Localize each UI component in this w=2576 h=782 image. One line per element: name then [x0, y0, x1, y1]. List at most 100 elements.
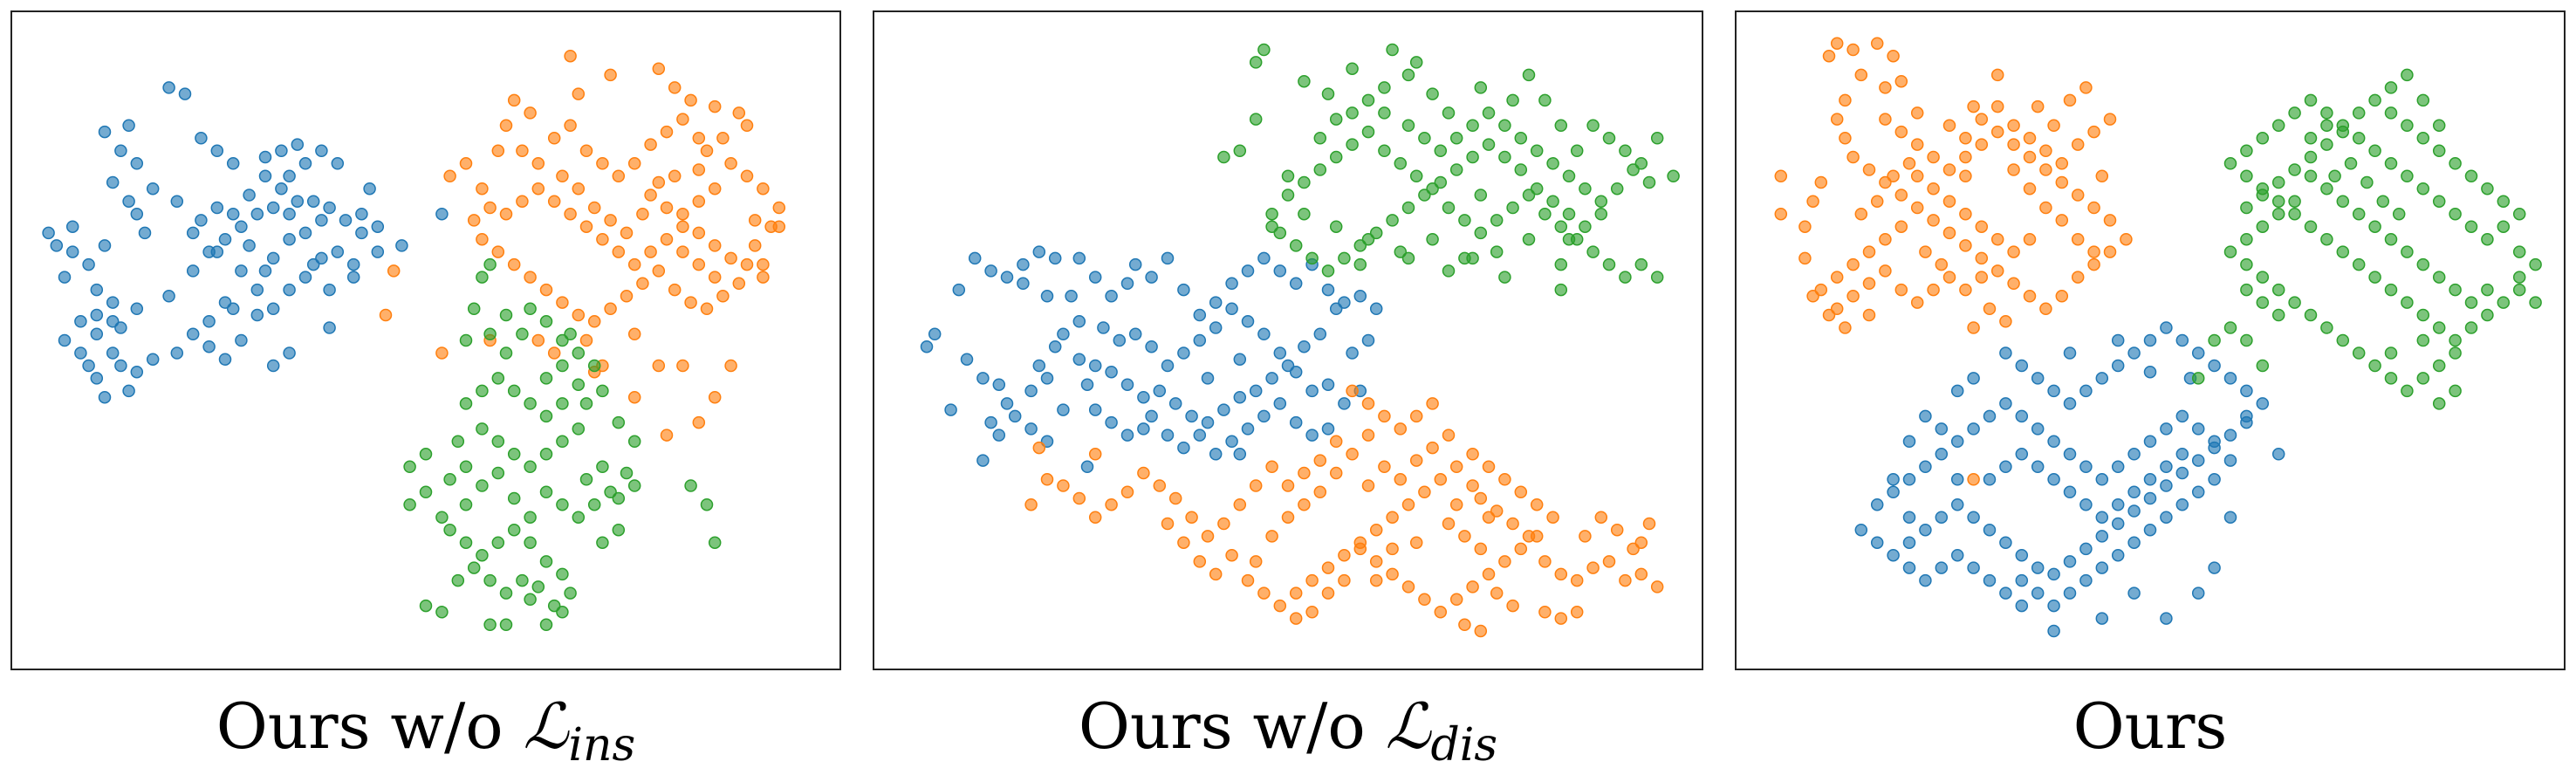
- point-blue: [323, 321, 336, 334]
- point-blue: [976, 372, 990, 385]
- point-orange: [1193, 555, 1207, 568]
- point-orange: [716, 290, 730, 303]
- point-orange: [684, 93, 697, 107]
- point-blue: [1225, 277, 1238, 291]
- point-orange: [612, 245, 626, 258]
- point-orange: [459, 157, 473, 170]
- point-orange: [1514, 485, 1528, 499]
- point-orange: [1650, 580, 1664, 593]
- point-blue: [1161, 251, 1175, 265]
- point-blue: [1217, 403, 1230, 416]
- point-green: [419, 599, 433, 613]
- point-blue: [1128, 257, 1142, 271]
- point-green: [1514, 132, 1528, 145]
- point-blue: [323, 201, 336, 215]
- point-orange: [1249, 479, 1263, 492]
- point-green: [539, 372, 553, 385]
- point-orange: [572, 308, 586, 322]
- point-orange: [1570, 606, 1584, 619]
- point-blue: [1088, 403, 1102, 416]
- point-blue: [170, 195, 184, 208]
- point-orange: [1338, 573, 1351, 587]
- point-orange: [1822, 308, 1836, 322]
- caption-1: Ours w/o ℒins: [10, 689, 841, 782]
- point-blue: [315, 214, 328, 227]
- point-orange: [2103, 113, 2117, 126]
- point-blue: [106, 175, 120, 189]
- point-green: [2304, 169, 2318, 183]
- point-orange: [1321, 586, 1335, 600]
- point-orange: [1201, 530, 1215, 543]
- point-blue: [1065, 290, 1078, 303]
- point-green: [467, 561, 481, 574]
- point-blue: [1000, 271, 1014, 284]
- point-blue: [1040, 372, 1054, 385]
- point-green: [2223, 245, 2237, 258]
- point-orange: [612, 169, 626, 183]
- point-orange: [1458, 618, 1471, 632]
- point-orange: [1466, 448, 1479, 461]
- point-orange: [1346, 448, 1359, 461]
- point-blue: [2031, 460, 2045, 474]
- point-blue: [162, 290, 175, 303]
- point-green: [1401, 119, 1415, 133]
- point-orange: [2023, 232, 2037, 246]
- point-blue: [1072, 251, 1086, 265]
- point-green: [2512, 271, 2526, 284]
- point-orange: [2055, 290, 2069, 303]
- point-orange: [1474, 491, 1488, 505]
- point-orange: [716, 132, 730, 145]
- point-blue: [74, 315, 87, 328]
- point-blue: [331, 245, 345, 258]
- point-green: [451, 573, 465, 587]
- point-orange: [652, 264, 666, 278]
- point-blue: [1120, 429, 1134, 442]
- point-green: [2401, 68, 2414, 82]
- point-orange: [1394, 422, 1408, 436]
- point-green: [684, 479, 697, 492]
- point-green: [499, 346, 513, 360]
- point-green: [2416, 333, 2430, 347]
- point-green: [1650, 271, 1664, 284]
- point-green: [443, 523, 456, 537]
- point-green: [1449, 163, 1463, 176]
- point-blue: [98, 125, 112, 139]
- point-green: [2401, 384, 2414, 398]
- point-orange: [636, 207, 649, 221]
- point-orange: [676, 359, 689, 373]
- caption-2-text: Ours w/o: [1078, 689, 1386, 763]
- point-green: [2240, 144, 2253, 158]
- point-green: [516, 327, 529, 341]
- point-green: [2512, 245, 2526, 258]
- point-orange: [1257, 586, 1271, 600]
- point-orange: [507, 257, 521, 271]
- point-blue: [235, 264, 248, 278]
- point-orange: [587, 315, 601, 328]
- point-green: [1313, 163, 1327, 176]
- series-blue: [42, 81, 449, 404]
- point-orange: [2023, 150, 2037, 164]
- point-green: [1586, 245, 1600, 258]
- point-orange: [627, 157, 641, 170]
- point-blue: [283, 283, 296, 297]
- point-orange: [652, 359, 666, 373]
- series-blue: [920, 245, 1383, 474]
- point-green: [451, 435, 465, 449]
- point-green: [459, 536, 473, 549]
- point-orange: [2095, 169, 2109, 183]
- point-blue: [1177, 441, 1190, 455]
- point-blue: [58, 271, 72, 284]
- point-blue: [1983, 523, 1997, 537]
- point-blue: [130, 207, 144, 221]
- point-green: [1546, 157, 1559, 170]
- point-orange: [1482, 567, 1496, 581]
- point-orange: [660, 232, 674, 246]
- point-blue: [114, 359, 127, 373]
- point-blue: [2127, 504, 2141, 518]
- caption-2: Ours w/o ℒdis: [873, 689, 1703, 782]
- point-blue: [2031, 586, 2045, 600]
- point-green: [1353, 257, 1367, 271]
- point-orange: [1281, 511, 1295, 524]
- point-blue: [1919, 523, 1932, 537]
- point-green: [2304, 308, 2318, 322]
